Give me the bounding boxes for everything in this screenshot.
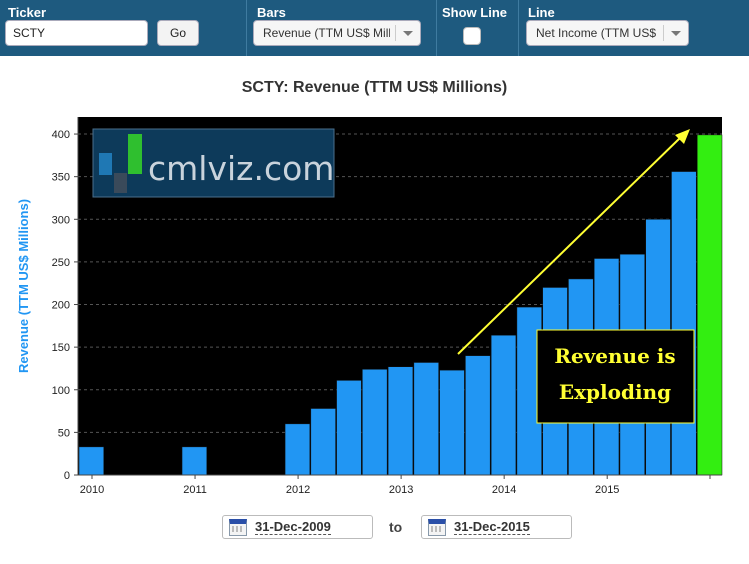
chevron-down-icon (671, 31, 681, 36)
watermark-text: cmlviz.com (148, 149, 334, 188)
show-line-label: Show Line (442, 5, 507, 20)
line-select-value: Net Income (TTM US$ Millions) (536, 26, 658, 40)
bar (490, 334, 517, 476)
calendar-icon (229, 518, 247, 536)
start-date-picker[interactable]: 31-Dec-2009 (222, 515, 373, 539)
bar (284, 423, 311, 476)
x-tick-label: 2013 (389, 484, 413, 496)
bar (671, 171, 697, 476)
y-tick-label: 350 (52, 172, 70, 184)
toolbar-divider (246, 0, 247, 56)
toolbar: Ticker Go Bars Revenue (TTM US$ Millions… (0, 0, 749, 56)
date-range-to-label: to (389, 519, 403, 535)
y-tick-label: 0 (64, 470, 70, 482)
toolbar-divider (436, 0, 437, 56)
bars-select-value: Revenue (TTM US$ Millions) (263, 26, 390, 40)
bar (78, 446, 105, 476)
y-tick-label: 400 (52, 129, 70, 141)
y-tick-label: 150 (52, 342, 70, 354)
x-tick-label: 2014 (492, 484, 516, 496)
ticker-input[interactable] (5, 20, 148, 46)
annotation-line-2: Exploding (559, 380, 671, 404)
select-divider (395, 25, 396, 41)
bar (465, 355, 491, 476)
show-line-checkbox[interactable] (463, 27, 481, 45)
bar (362, 369, 388, 476)
bar (439, 369, 465, 476)
y-tick-label: 250 (52, 257, 70, 269)
calendar-icon (428, 518, 446, 536)
ticker-label: Ticker (8, 5, 47, 20)
go-button[interactable]: Go (157, 20, 199, 46)
x-tick-label: 2011 (183, 484, 207, 496)
line-select[interactable]: Net Income (TTM US$ Millions) (526, 20, 689, 46)
y-axis-label: Revenue (TTM US$ Millions) (16, 199, 31, 373)
annotation-line-1: Revenue is (554, 344, 675, 368)
bars-label: Bars (257, 5, 286, 20)
chevron-down-icon (403, 31, 413, 36)
annotation: Revenue is Exploding (457, 129, 695, 424)
bar (413, 362, 439, 476)
bar (696, 134, 723, 476)
cmlviz-logo: cmlviz.com (92, 128, 335, 198)
x-tick-label: 2015 (595, 484, 619, 496)
select-divider (663, 25, 664, 41)
start-date-value: 31-Dec-2009 (255, 519, 331, 535)
end-date-picker[interactable]: 31-Dec-2015 (421, 515, 572, 539)
y-tick-label: 100 (52, 385, 70, 397)
y-tick-label: 200 (52, 300, 70, 312)
bar (387, 366, 414, 476)
bar (336, 380, 362, 476)
line-label: Line (528, 5, 555, 20)
y-tick-label: 300 (52, 214, 70, 226)
y-tick-label: 50 (58, 427, 70, 439)
bar (310, 408, 336, 476)
bar (181, 446, 208, 476)
toolbar-divider (518, 0, 519, 56)
x-tick-label: 2012 (286, 484, 310, 496)
chart-title: SCTY: Revenue (TTM US$ Millions) (241, 79, 508, 96)
bars-select[interactable]: Revenue (TTM US$ Millions) (253, 20, 421, 46)
revenue-bar-chart: 0 50 100 150 200 250 300 350 400 2010 2011 2012 2013… (16, 117, 723, 496)
end-date-value: 31-Dec-2015 (454, 519, 530, 535)
x-tick-label: 2010 (80, 484, 104, 496)
